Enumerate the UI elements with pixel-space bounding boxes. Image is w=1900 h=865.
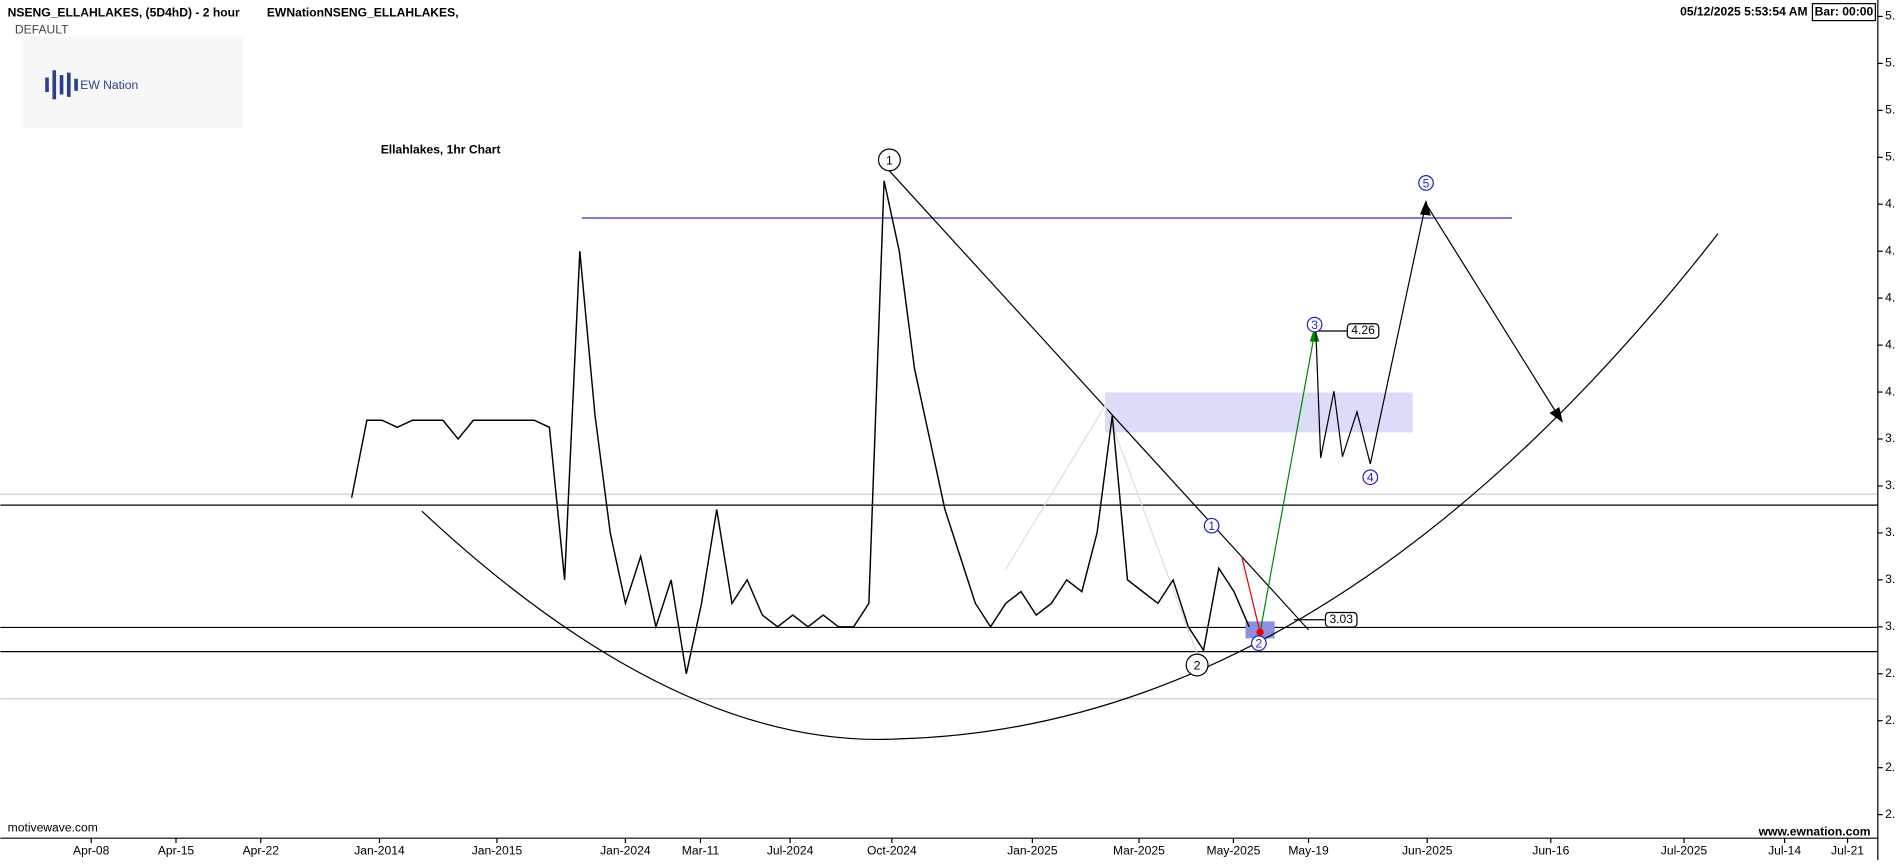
template: DEFAULT xyxy=(15,22,69,36)
price-line xyxy=(350,180,1250,674)
x-tick-label: Jan-2015 xyxy=(472,844,523,858)
x-tick-label: Mar-2025 xyxy=(1113,844,1165,858)
logo: EW Nation xyxy=(80,78,138,92)
x-tick-label: Apr-15 xyxy=(158,844,195,858)
x-tick-label: Jan-2014 xyxy=(354,844,405,858)
x-tick-label: Jun-2025 xyxy=(1402,844,1453,858)
y-tick-label: 4. xyxy=(1885,196,1895,210)
price-label: 4.26 xyxy=(1351,323,1375,337)
timestamp: 05/12/2025 5:53:54 AM xyxy=(1680,4,1807,18)
x-tick-label: Jul-21 xyxy=(1831,844,1864,858)
projection xyxy=(1241,557,1261,633)
x-tick-label: May-19 xyxy=(1288,844,1329,858)
study: EWNationNSENG_ELLAHLAKES, xyxy=(267,6,459,20)
wave-circle xyxy=(877,148,901,172)
wave-label: 3 xyxy=(1311,318,1318,332)
x-tick-label: Jan-2025 xyxy=(1007,844,1058,858)
chart-title: Ellahlakes, 1hr Chart xyxy=(381,142,501,156)
symbol: NSENG_ELLAHLAKES, (5D4hD) - 2 hour xyxy=(8,6,240,20)
y-tick-label: 4. xyxy=(1885,337,1895,351)
x-tick-label: Jun-16 xyxy=(1532,844,1569,858)
bar-box xyxy=(1811,3,1877,22)
trend-line xyxy=(887,169,1309,631)
x-tick-label: Apr-22 xyxy=(243,844,280,858)
y-tick-label: 5. xyxy=(1885,9,1895,23)
x-tick-label: Jul-2024 xyxy=(767,844,814,858)
wave-label: 2 xyxy=(1194,658,1201,672)
x-tick-label: Mar-11 xyxy=(682,844,720,858)
y-tick-label: 4. xyxy=(1885,243,1895,257)
wave-circle xyxy=(1418,175,1434,191)
wave-circle xyxy=(1251,635,1267,652)
wave-label: 5 xyxy=(1423,176,1430,190)
y-tick-label: 4. xyxy=(1885,290,1895,304)
wave-label: 1 xyxy=(886,153,893,167)
x-tick-label: Jul-14 xyxy=(1768,844,1801,858)
price-box xyxy=(1324,611,1358,628)
y-tick-label: 5. xyxy=(1885,149,1895,163)
logo-icon xyxy=(45,70,78,100)
wave-label: 1 xyxy=(1208,519,1215,533)
logo-box xyxy=(22,36,243,129)
x-tick-label: Apr-08 xyxy=(73,844,110,858)
x-tick-label: Jan-2024 xyxy=(600,844,651,858)
wave-circle xyxy=(1185,653,1209,677)
wave-circle xyxy=(1306,316,1323,333)
wave-circle xyxy=(1203,517,1220,534)
y-tick-label: 2. xyxy=(1885,760,1895,774)
price-label: 3.03 xyxy=(1329,612,1353,626)
projection xyxy=(1426,205,1559,416)
y-tick-label: 5. xyxy=(1885,103,1895,117)
x-tick-label: Jul-2025 xyxy=(1661,844,1708,858)
pivot-dot xyxy=(1256,628,1264,636)
arrow-head xyxy=(1419,199,1431,216)
y-tick-label: 3. xyxy=(1885,478,1895,492)
channel xyxy=(1005,404,1198,655)
projection xyxy=(1315,208,1426,465)
x-tick-label: Oct-2024 xyxy=(867,844,917,858)
wave-label: 4 xyxy=(1367,471,1374,485)
bar-timer: Bar: 00:00 xyxy=(1815,4,1874,18)
projection xyxy=(1259,332,1316,633)
y-tick-label: 5. xyxy=(1885,56,1895,70)
arrow-head xyxy=(1309,327,1320,342)
target-zone xyxy=(1105,392,1413,433)
x-tick-label: May-2025 xyxy=(1207,844,1261,858)
footer-left: motivewave.com xyxy=(8,821,98,835)
price-box xyxy=(1346,323,1380,339)
cup-curve xyxy=(421,233,1719,741)
arrow-head xyxy=(1549,406,1563,423)
y-tick-label: 4. xyxy=(1885,384,1895,398)
y-tick-label: 3. xyxy=(1885,525,1895,539)
y-tick-label: 3. xyxy=(1885,619,1895,633)
footer-right: www.ewnation.com xyxy=(1758,824,1871,838)
y-tick-label: 2. xyxy=(1885,713,1895,727)
y-tick-label: 3. xyxy=(1885,431,1895,445)
y-tick-label: 2. xyxy=(1885,666,1895,680)
y-tick-label: 2. xyxy=(1885,807,1895,821)
y-tick-label: 3. xyxy=(1885,572,1895,586)
wave-circle xyxy=(1362,469,1379,486)
wave-label: 2 xyxy=(1255,637,1262,651)
